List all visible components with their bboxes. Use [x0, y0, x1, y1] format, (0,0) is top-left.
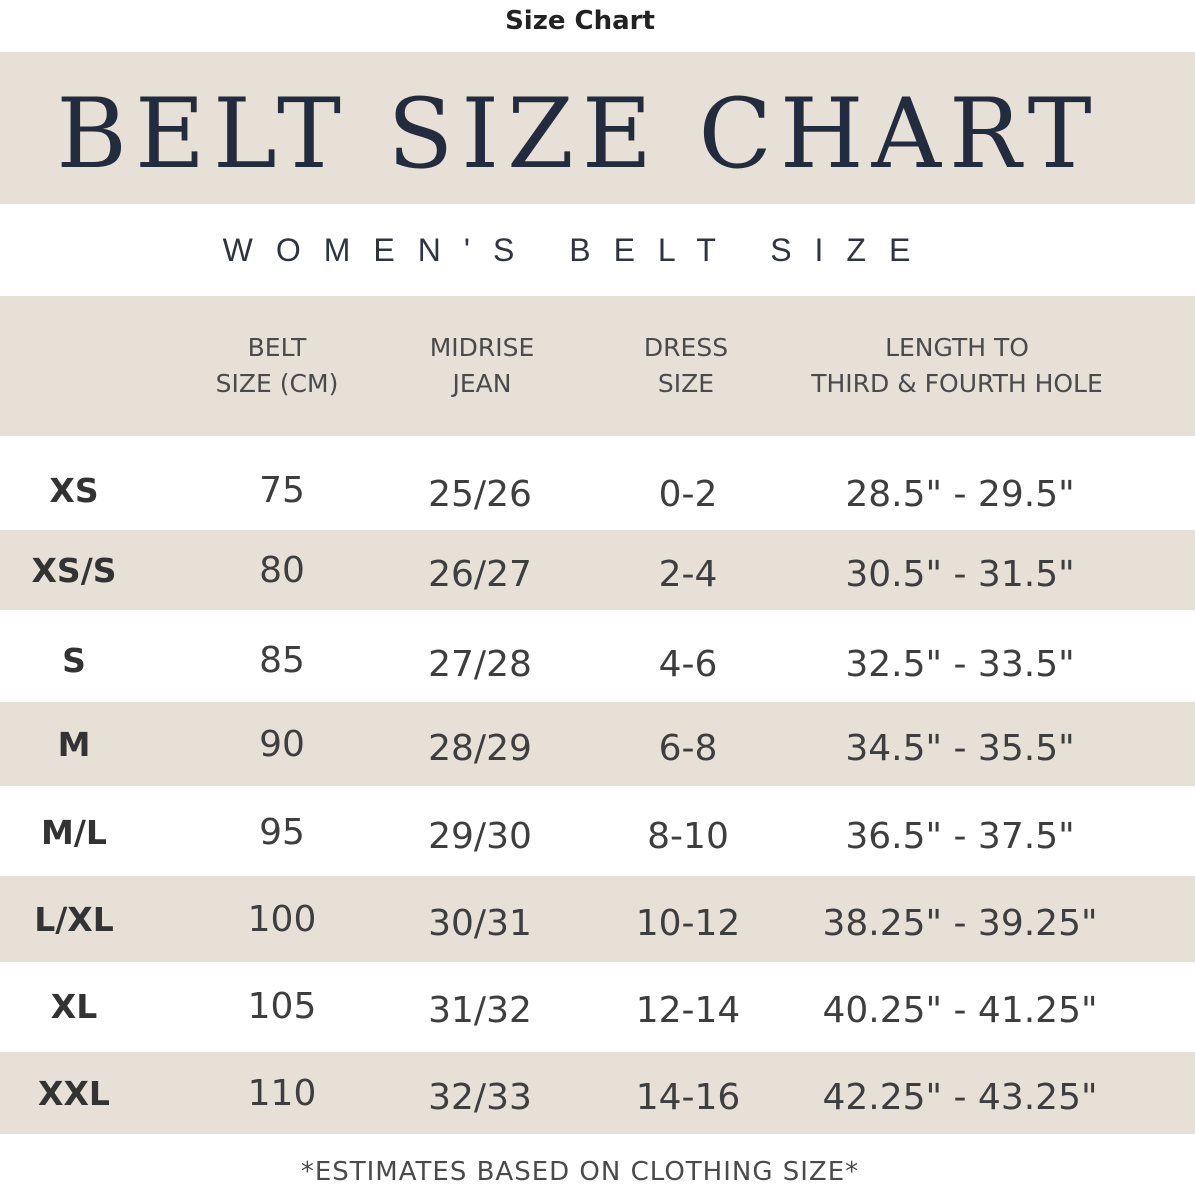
- dress-size: 6-8: [658, 727, 718, 769]
- column-header-length: LENGTH TO THIRD & FOURTH HOLE: [782, 296, 1132, 436]
- row-size-label: L/XL: [34, 899, 114, 939]
- midrise-jean: 25/26: [428, 473, 532, 515]
- dress-size: 12-14: [635, 989, 741, 1031]
- page-title: Size Chart: [505, 6, 655, 36]
- belt-size-cm: 95: [259, 811, 305, 853]
- dress-size: 10-12: [635, 902, 741, 944]
- row-size-label: XXL: [38, 1073, 110, 1113]
- column-header-line: MIDRISE: [429, 333, 535, 362]
- row-size-label: M: [57, 724, 91, 764]
- column-header-line: JEAN: [452, 369, 512, 398]
- table-row: XS/S 80 26/27 2-4 30.5" - 31.5": [0, 530, 1195, 610]
- table-row: S 85 27/28 4-6 32.5" - 33.5": [0, 618, 1195, 702]
- column-header-line: SIZE: [657, 369, 715, 398]
- midrise-jean: 28/29: [428, 727, 532, 769]
- column-header-midrise-jean: MIDRISE JEAN: [382, 296, 582, 436]
- hole-length: 30.5" - 31.5": [845, 553, 1075, 595]
- column-header-dress-size: DRESS SIZE: [586, 296, 786, 436]
- hole-length: 28.5" - 29.5": [845, 473, 1075, 515]
- column-header-line: THIRD & FOURTH HOLE: [811, 369, 1103, 398]
- row-size-label: XS/S: [31, 550, 117, 590]
- table-row: XS 75 25/26 0-2 28.5" - 29.5": [0, 450, 1195, 530]
- table-row: L/XL 100 30/31 10-12 38.25" - 39.25": [0, 876, 1195, 962]
- hole-length: 38.25" - 39.25": [822, 902, 1098, 944]
- midrise-jean: 31/32: [428, 989, 532, 1031]
- row-size-label: M/L: [41, 812, 107, 852]
- banner-title: BELT SIZE CHART: [56, 78, 1100, 190]
- midrise-jean: 27/28: [428, 643, 532, 685]
- hole-length: 40.25" - 41.25": [822, 989, 1098, 1031]
- row-size-label: S: [62, 640, 86, 680]
- dress-size: 14-16: [635, 1076, 741, 1118]
- belt-size-cm: 110: [247, 1072, 317, 1114]
- column-header-belt-size: BELT SIZE (CM): [177, 296, 377, 436]
- dress-size: 2-4: [658, 553, 718, 595]
- dress-size: 0-2: [658, 473, 718, 515]
- belt-size-cm: 80: [259, 549, 305, 591]
- belt-size-cm: 75: [259, 469, 305, 511]
- column-header-line: SIZE (CM): [215, 369, 339, 398]
- row-size-label: XL: [50, 986, 98, 1026]
- table-row: XXL 110 32/33 14-16 42.25" - 43.25": [0, 1052, 1195, 1134]
- column-header-line: DRESS: [643, 333, 729, 362]
- row-size-label: XS: [49, 470, 99, 510]
- column-header-line: LENGTH TO: [885, 333, 1029, 362]
- hole-length: 34.5" - 35.5": [845, 727, 1075, 769]
- table-row: M/L 95 29/30 8-10 36.5" - 37.5": [0, 790, 1195, 874]
- hole-length: 32.5" - 33.5": [845, 643, 1075, 685]
- table-row: M 90 28/29 6-8 34.5" - 35.5": [0, 702, 1195, 786]
- midrise-jean: 26/27: [428, 553, 532, 595]
- dress-size: 4-6: [658, 643, 718, 685]
- dress-size: 8-10: [647, 815, 729, 857]
- chart-subtitle: WOMEN'S BELT SIZE: [222, 232, 934, 268]
- hole-length: 42.25" - 43.25": [822, 1076, 1098, 1118]
- belt-size-cm: 105: [247, 985, 317, 1027]
- footnote: *ESTIMATES BASED ON CLOTHING SIZE*: [300, 1157, 860, 1187]
- table-row: XL 105 31/32 12-14 40.25" - 41.25": [0, 962, 1195, 1050]
- midrise-jean: 29/30: [428, 815, 532, 857]
- belt-size-cm: 90: [259, 723, 305, 765]
- midrise-jean: 32/33: [428, 1076, 532, 1118]
- belt-size-cm: 85: [259, 639, 305, 681]
- column-header-line: BELT: [247, 333, 307, 362]
- midrise-jean: 30/31: [428, 902, 532, 944]
- hole-length: 36.5" - 37.5": [845, 815, 1075, 857]
- title-banner: BELT SIZE CHART: [0, 52, 1195, 204]
- table-header: [0, 296, 1195, 436]
- belt-size-cm: 100: [247, 898, 317, 940]
